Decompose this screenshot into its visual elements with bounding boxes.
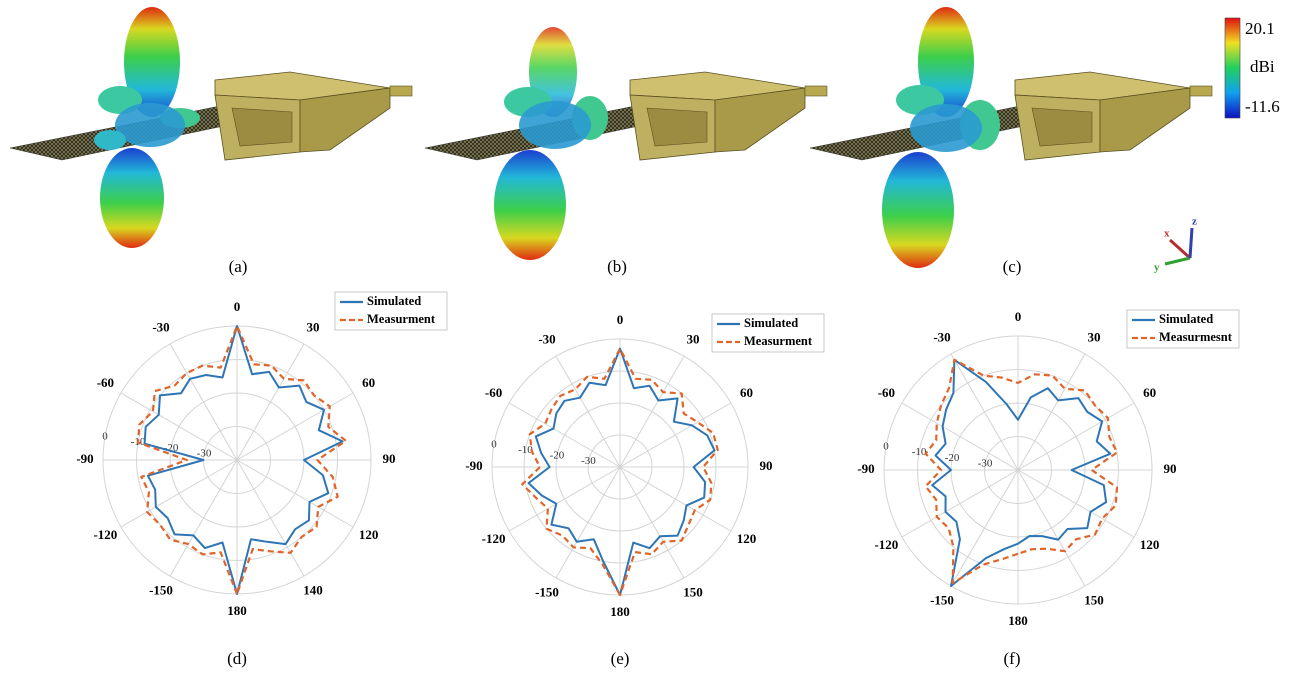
axis-label: z (1192, 216, 1197, 228)
axes-triad: x y z (1154, 216, 1197, 274)
theta-tick-label: 90 (1164, 461, 1177, 476)
figure: (a) (b) (c) 20.1 dBi -11.6 x y z 0 -10 -20… (0, 0, 1304, 676)
colorbar-unit: dBi (1250, 57, 1275, 76)
legend-label: Simulated (1159, 312, 1213, 326)
render-b: (b) (425, 27, 827, 276)
theta-tick-label: 0 (234, 299, 241, 314)
grid-ray (951, 470, 1018, 586)
r-tick-label: 0 (883, 440, 889, 452)
grid-ray (620, 356, 684, 467)
render-a: (a) (10, 7, 412, 276)
theta-tick-label: -60 (97, 375, 114, 390)
grid-ray (951, 354, 1018, 470)
legend-label: Simulated (744, 316, 798, 330)
theta-tick-label: -150 (535, 584, 559, 599)
legend: Simulated Measurmesnt (1127, 310, 1239, 348)
grid-ray (620, 467, 731, 531)
caption: (d) (227, 649, 247, 668)
grid-ray (509, 403, 620, 467)
theta-tick-label: -150 (149, 583, 173, 598)
legend-label: Measurment (744, 334, 813, 348)
theta-tick-label: -120 (874, 537, 898, 552)
theta-tick-label: -30 (152, 319, 169, 334)
theta-tick-label: 60 (362, 375, 375, 390)
r-tick-label: -20 (945, 452, 960, 464)
polar-chart: 0 -10 -20 -30 0 30 60 90 120 150 180 -150 -120 -90 -60… (857, 309, 1239, 668)
grid-ray (237, 393, 353, 460)
theta-tick-label: 120 (1140, 537, 1160, 552)
r-tick-label: -20 (550, 449, 565, 461)
grid-ray (902, 470, 1018, 537)
theta-tick-label: 150 (683, 584, 703, 599)
axis-label: x (1164, 228, 1170, 240)
theta-tick-label: -60 (878, 385, 895, 400)
render-c: (c) (810, 7, 1212, 276)
theta-tick-label: 60 (1143, 385, 1156, 400)
theta-tick-label: -120 (93, 527, 117, 542)
theta-tick-label: 180 (227, 603, 247, 618)
legend: Simulated Measurment (712, 314, 824, 352)
polar-chart: 0-10-20-300306090120140180-150-120-90-60… (76, 292, 447, 668)
theta-tick-label: 180 (610, 604, 630, 619)
caption: (a) (229, 257, 248, 276)
legend-label: Measurmesnt (1159, 330, 1233, 344)
theta-tick-label: -60 (485, 385, 502, 400)
theta-tick-label: -150 (930, 593, 954, 608)
theta-tick-label: -90 (857, 461, 874, 476)
theta-tick-label: -90 (465, 458, 482, 473)
theta-tick-label: 120 (737, 531, 757, 546)
theta-tick-label: -30 (933, 329, 950, 344)
grid-ray (1018, 403, 1134, 470)
theta-tick-label: 120 (359, 527, 379, 542)
colorbar-scale (1225, 18, 1240, 118)
grid-ray (237, 460, 353, 527)
theta-tick-label: 0 (617, 312, 624, 327)
colorbar-min: -11.6 (1245, 97, 1280, 116)
grid-ray (902, 403, 1018, 470)
grid-ray (121, 393, 237, 460)
theta-tick-label: 90 (760, 458, 773, 473)
r-tick-label: -30 (581, 455, 596, 467)
r-tick-label: 0 (491, 438, 497, 450)
caption: (f) (1004, 649, 1021, 668)
grid-ray (556, 467, 620, 578)
theta-tick-label: 180 (1008, 613, 1028, 628)
polar-chart: 0-10-20-300306090120150180-150-120-90-60… (465, 312, 824, 668)
theta-tick-label: -30 (538, 332, 555, 347)
theta-tick-label: 140 (303, 583, 323, 598)
grid-ray (121, 460, 237, 527)
theta-tick-label: -90 (76, 451, 93, 466)
grid-ray (509, 467, 620, 531)
theta-tick-label: 60 (740, 385, 753, 400)
caption: (e) (611, 649, 630, 668)
legend-label: Measurment (367, 312, 436, 326)
grid-ray (1018, 470, 1134, 537)
grid-ray (1018, 354, 1085, 470)
theta-tick-label: 0 (1015, 309, 1022, 324)
theta-tick-label: -120 (482, 531, 506, 546)
caption: (b) (607, 257, 627, 276)
legend-label: Simulated (367, 294, 421, 308)
r-tick-label: 0 (102, 430, 108, 442)
theta-tick-label: 150 (1084, 593, 1104, 608)
colorbar: 20.1 dBi -11.6 (1225, 18, 1280, 118)
theta-tick-label: 30 (307, 319, 320, 334)
theta-tick-label: 30 (687, 332, 700, 347)
colorbar-max: 20.1 (1245, 19, 1275, 38)
legend: Simulated Measurment (335, 292, 447, 330)
theta-tick-label: 30 (1088, 329, 1101, 344)
caption: (c) (1003, 257, 1022, 276)
axis-label: y (1154, 262, 1160, 274)
theta-tick-label: 90 (383, 451, 396, 466)
r-tick-label: -30 (978, 458, 993, 470)
r-tick-label: -10 (912, 446, 927, 458)
